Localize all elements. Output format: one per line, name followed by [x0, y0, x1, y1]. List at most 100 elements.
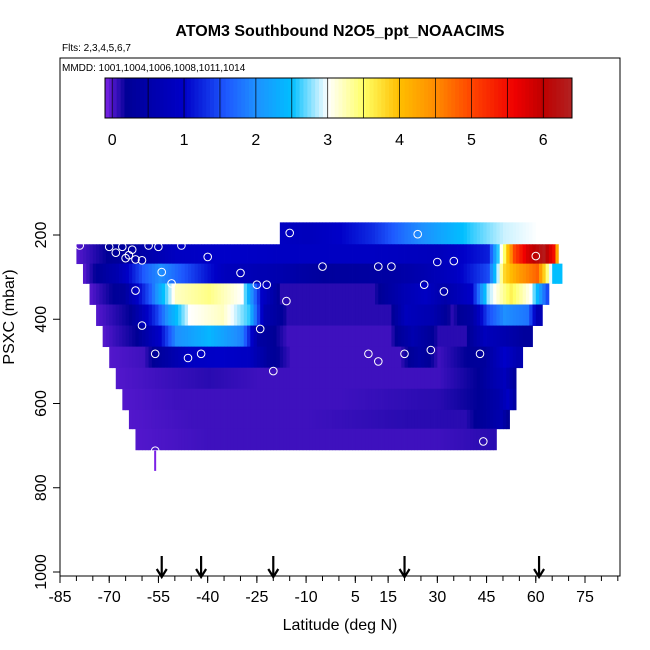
heatmap-cell	[411, 428, 415, 451]
heatmap-cell	[371, 388, 376, 411]
colorbar-segment	[396, 78, 402, 118]
heatmap-cell	[506, 367, 510, 390]
heatmap-cell	[371, 428, 376, 451]
heatmap-cell	[243, 409, 248, 430]
heatmap-cell	[299, 346, 304, 369]
heatmap-cell	[443, 367, 448, 390]
heatmap-cell	[548, 263, 553, 284]
heatmap-cell	[119, 346, 123, 369]
colorbar-segment	[330, 78, 336, 118]
heatmap-cell	[174, 367, 179, 390]
heatmap-cell	[158, 367, 163, 390]
heatmap-cell	[457, 244, 461, 265]
heatmap-cell	[420, 222, 425, 245]
heatmap-cell	[230, 244, 235, 265]
colorbar-segment	[389, 78, 394, 118]
heatmap-cell	[325, 304, 330, 326]
heatmap-cell	[135, 367, 140, 390]
heatmap-cell	[151, 325, 156, 348]
sample-point	[196, 349, 206, 359]
heatmap-cell	[329, 283, 333, 305]
x-tick-label: -40	[196, 589, 219, 606]
heatmap-cell	[414, 244, 419, 265]
heatmap-cell	[289, 388, 294, 411]
sample-point	[449, 256, 459, 266]
heatmap-cell	[135, 263, 140, 284]
heatmap-cell	[411, 283, 415, 305]
heatmap-cell	[270, 263, 274, 284]
heatmap-cell	[453, 263, 458, 284]
heatmap-cell	[463, 263, 468, 284]
heatmap-cell	[253, 283, 258, 305]
heatmap-cell	[519, 304, 524, 326]
heatmap-cell	[397, 409, 402, 430]
heatmap-cell	[296, 388, 300, 411]
heatmap-cell	[509, 346, 514, 369]
heatmap-cell	[247, 367, 251, 390]
heatmap-cell	[332, 428, 337, 451]
heatmap-cell	[132, 325, 136, 348]
heatmap-cell	[355, 222, 359, 245]
heatmap-cell	[552, 263, 556, 284]
heatmap-cell	[440, 244, 445, 265]
heatmap-cell	[230, 263, 235, 284]
heatmap-cell	[473, 325, 478, 348]
heatmap-cell	[135, 388, 140, 411]
heatmap-cell	[358, 304, 363, 326]
heatmap-cell	[138, 367, 143, 390]
heatmap-cell	[302, 304, 307, 326]
heatmap-cell	[204, 283, 209, 305]
heatmap-cell	[499, 304, 504, 326]
heatmap-cell	[489, 428, 494, 451]
heatmap-cell	[358, 244, 363, 265]
heatmap-cell	[434, 409, 438, 430]
heatmap-cell	[453, 304, 458, 326]
heatmap-cell	[299, 325, 304, 348]
heatmap-cell	[240, 346, 245, 369]
heatmap-cell	[283, 367, 287, 390]
heatmap-cell	[115, 367, 120, 390]
heatmap-cell	[397, 263, 402, 284]
heatmap-cell	[457, 222, 461, 245]
heatmap-cell	[388, 367, 392, 390]
flights-label: Flts: 2,3,4,5,6,7	[62, 43, 131, 54]
heatmap-cell	[273, 346, 277, 369]
heatmap-cell	[463, 428, 468, 451]
heatmap-cell	[329, 244, 333, 265]
colorbar-segment	[245, 78, 250, 118]
heatmap-cell	[480, 304, 484, 326]
heatmap-cell	[224, 428, 228, 451]
heatmap-cell	[197, 263, 202, 284]
heatmap-cell	[165, 388, 169, 411]
heatmap-cell	[404, 304, 409, 326]
heatmap-cell	[335, 244, 340, 265]
colorbar-segment	[404, 78, 409, 118]
colorbar-segment	[447, 78, 452, 118]
heatmap-cell	[315, 409, 320, 430]
heatmap-cell	[509, 263, 514, 284]
heatmap-cell	[483, 388, 487, 411]
heatmap-cell	[430, 283, 435, 305]
heatmap-cell	[158, 409, 163, 430]
heatmap-cell	[260, 367, 264, 390]
heatmap-cell	[332, 222, 337, 245]
heatmap-cell	[210, 388, 215, 411]
heatmap-cell	[224, 244, 228, 265]
heatmap-cell	[250, 409, 254, 430]
heatmap-cell	[437, 388, 442, 411]
heatmap-cell	[201, 304, 205, 326]
heatmap-cell	[450, 428, 455, 451]
heatmap-cell	[306, 304, 310, 326]
heatmap-cell	[197, 388, 202, 411]
heatmap-cell	[224, 388, 228, 411]
colorbar-segment	[241, 78, 246, 118]
heatmap-cell	[289, 304, 294, 326]
heatmap-cell	[102, 283, 107, 305]
heatmap-cell	[342, 346, 346, 369]
heatmap-cell	[286, 325, 291, 348]
colorbar-segment	[478, 78, 483, 118]
heatmap-cell	[112, 325, 117, 348]
heatmap-cell	[286, 346, 291, 369]
heatmap-cell	[473, 388, 478, 411]
